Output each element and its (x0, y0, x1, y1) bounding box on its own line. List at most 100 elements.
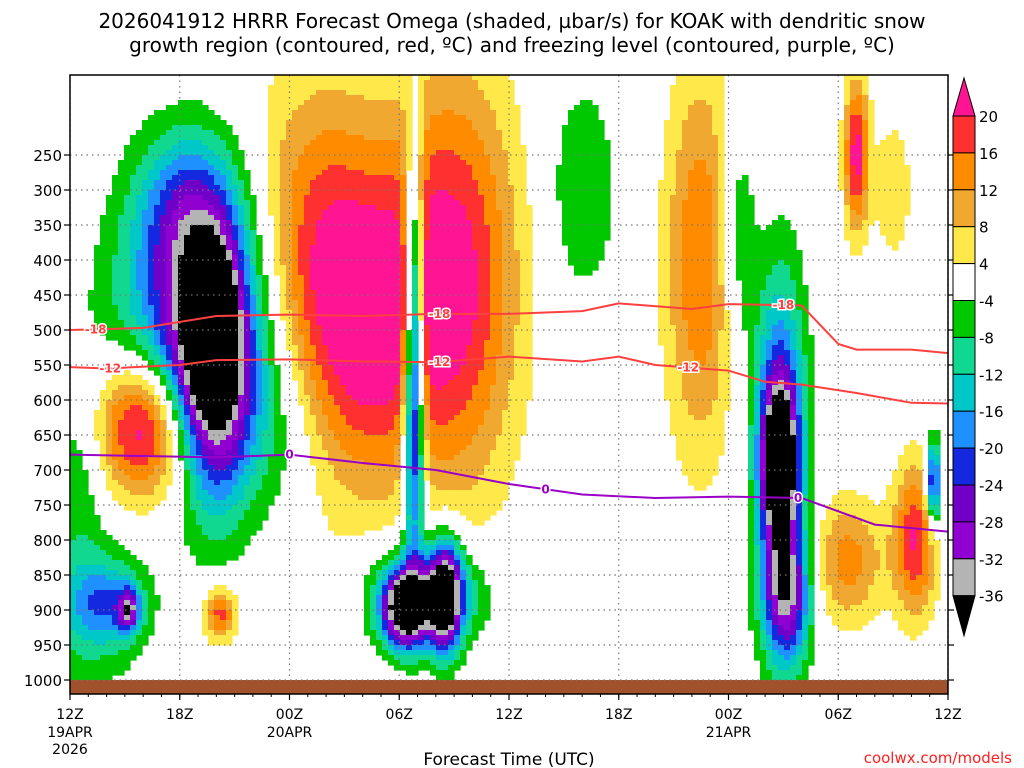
omega-cell (292, 330, 299, 336)
omega-cell (358, 145, 365, 151)
omega-cell (424, 265, 431, 271)
omega-cell (370, 640, 377, 646)
omega-cell (286, 275, 293, 281)
omega-cell (118, 465, 125, 471)
omega-cell (418, 555, 425, 561)
omega-cell (274, 120, 281, 126)
omega-cell (232, 250, 239, 256)
omega-cell (202, 105, 209, 111)
omega-cell (256, 320, 263, 326)
omega-cell (424, 580, 431, 586)
omega-cell (292, 355, 299, 361)
omega-cell (418, 120, 425, 126)
omega-cell (160, 460, 167, 466)
omega-cell (94, 320, 101, 326)
omega-cell (364, 515, 371, 521)
omega-cell (388, 620, 395, 626)
omega-cell (388, 130, 395, 136)
omega-cell (388, 445, 395, 451)
omega-cell (100, 320, 107, 326)
omega-cell (184, 200, 191, 206)
omega-cell (346, 190, 353, 196)
omega-cell (292, 160, 299, 166)
omega-cell (190, 205, 197, 211)
omega-cell (346, 355, 353, 361)
omega-cell (310, 405, 317, 411)
omega-cell (226, 535, 233, 541)
omega-cell (172, 360, 179, 366)
omega-cell (304, 150, 311, 156)
omega-cell (124, 580, 131, 586)
omega-cell (166, 165, 173, 171)
omega-cell (76, 490, 83, 496)
omega-cell (220, 215, 227, 221)
omega-cell (334, 255, 341, 261)
omega-cell (310, 345, 317, 351)
omega-cell (262, 385, 269, 391)
omega-cell (268, 375, 275, 381)
omega-cell (424, 440, 431, 446)
omega-cell (220, 135, 227, 141)
omega-cell (214, 625, 221, 631)
omega-cell (112, 215, 119, 221)
omega-cell (142, 355, 149, 361)
omega-cell (376, 635, 383, 641)
omega-cell (334, 140, 341, 146)
omega-cell (268, 475, 275, 481)
omega-cell (148, 330, 155, 336)
omega-cell (256, 250, 263, 256)
omega-cell (112, 240, 119, 246)
omega-cell (100, 315, 107, 321)
omega-cell (328, 275, 335, 281)
omega-cell (352, 335, 359, 341)
omega-cell (268, 90, 275, 96)
omega-cell (136, 165, 143, 171)
omega-cell (292, 210, 299, 216)
omega-cell (298, 180, 305, 186)
omega-cell (412, 420, 419, 426)
omega-cell (304, 130, 311, 136)
omega-cell (208, 370, 215, 376)
omega-cell (364, 365, 371, 371)
omega-cell (148, 280, 155, 286)
omega-cell (364, 250, 371, 256)
omega-cell (370, 425, 377, 431)
omega-cell (112, 625, 119, 631)
omega-cell (430, 175, 437, 181)
omega-cell (82, 525, 89, 531)
omega-cell (88, 580, 95, 586)
omega-cell (136, 375, 143, 381)
omega-cell (400, 575, 407, 581)
omega-cell (424, 470, 431, 476)
omega-cell (376, 380, 383, 386)
omega-cell (292, 255, 299, 261)
omega-cell (388, 225, 395, 231)
omega-cell (178, 355, 185, 361)
omega-cell (208, 285, 215, 291)
omega-cell (100, 615, 107, 621)
omega-cell (226, 400, 233, 406)
omega-cell (238, 520, 245, 526)
omega-cell (280, 135, 287, 141)
omega-cell (328, 395, 335, 401)
omega-cell (364, 440, 371, 446)
omega-cell (154, 210, 161, 216)
omega-cell (232, 445, 239, 451)
omega-cell (172, 240, 179, 246)
omega-cell (358, 485, 365, 491)
omega-cell (148, 460, 155, 466)
omega-cell (166, 120, 173, 126)
omega-cell (100, 600, 107, 606)
omega-cell (394, 580, 401, 586)
omega-cell (376, 360, 383, 366)
omega-cell (166, 170, 173, 176)
omega-cell (346, 415, 353, 421)
omega-cell (424, 325, 431, 331)
omega-cell (238, 510, 245, 516)
omega-cell (292, 320, 299, 326)
omega-cell (100, 240, 107, 246)
omega-cell (310, 435, 317, 441)
omega-cell (202, 470, 209, 476)
omega-cell (232, 210, 239, 216)
omega-cell (418, 160, 425, 166)
